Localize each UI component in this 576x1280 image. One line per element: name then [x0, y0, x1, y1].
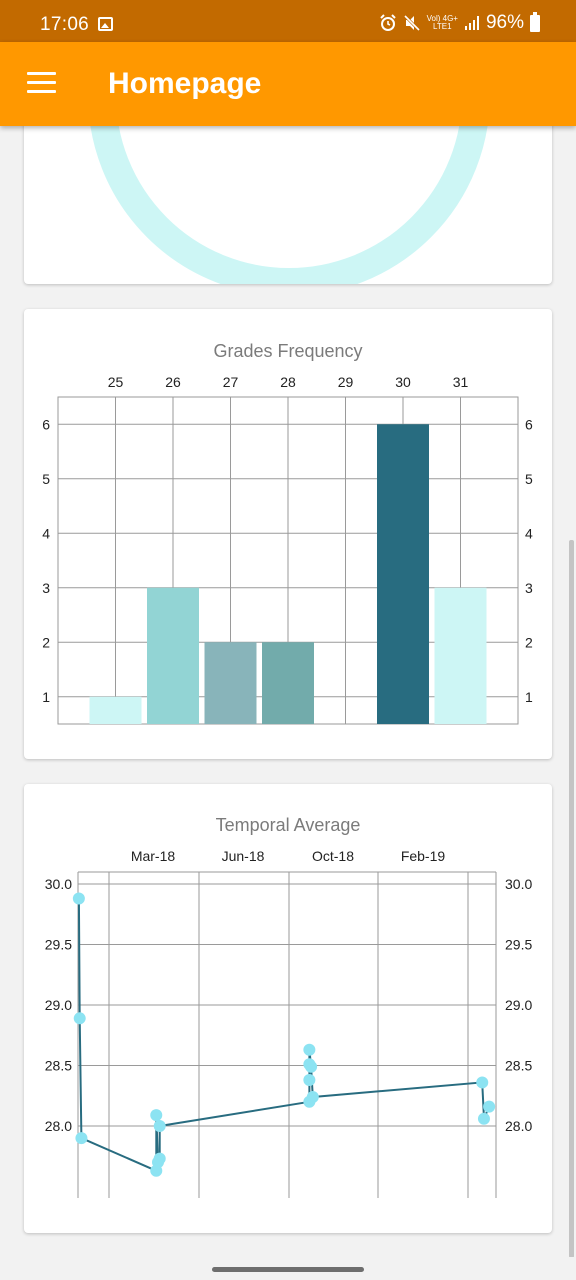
x-tick-label: 27	[223, 374, 239, 390]
data-point	[483, 1100, 496, 1113]
x-tick-label: Mar-18	[131, 848, 176, 864]
y-tick-label-left: 30.0	[45, 876, 72, 892]
x-tick-label: 25	[108, 374, 124, 390]
scrollbar[interactable]	[569, 540, 574, 1258]
data-point	[150, 1109, 163, 1122]
bar-30	[377, 424, 429, 724]
data-point	[303, 1074, 316, 1087]
home-gesture-pill[interactable]	[212, 1267, 364, 1272]
x-tick-label: 26	[165, 374, 181, 390]
series-line	[77, 898, 491, 1173]
network-bottom: LTE1	[433, 22, 452, 31]
data-point	[305, 1060, 318, 1073]
y-tick-label-right: 2	[525, 634, 533, 650]
chart-title: Temporal Average	[215, 815, 361, 835]
y-tick-label-left: 28.5	[45, 1058, 72, 1074]
page-title: Homepage	[108, 67, 262, 100]
app-bar: Homepage	[0, 42, 576, 126]
donut-chart-card	[24, 100, 552, 284]
data-point	[306, 1090, 319, 1103]
y-tick-label-left: 2	[42, 634, 50, 650]
bar-25	[89, 696, 142, 724]
signal-icon	[464, 16, 479, 30]
y-tick-label-right: 28.0	[505, 1118, 532, 1134]
y-tick-label-left: 28.0	[45, 1118, 72, 1134]
y-tick-label-left: 5	[42, 471, 50, 487]
mute-icon	[403, 14, 420, 32]
data-point	[153, 1120, 166, 1132]
y-tick-label-right: 4	[525, 525, 533, 541]
battery-icon	[530, 11, 540, 32]
x-tick-label: Feb-19	[401, 848, 446, 864]
data-point	[476, 1076, 489, 1089]
grades-frequency-card: Grades Frequency 25 26 27 28 29 30 31 1 1 2 2 3 3 4 4 5…	[24, 309, 552, 759]
y-tick-label-left: 29.0	[45, 997, 72, 1013]
y-tick-label-left: 4	[42, 525, 50, 541]
bar-27	[204, 642, 257, 724]
x-tick-label: 28	[280, 374, 296, 390]
donut-ring	[88, 100, 490, 284]
status-time: 17:06	[40, 14, 90, 35]
chart-title: Grades Frequency	[213, 341, 363, 361]
data-point	[72, 892, 85, 905]
photo-icon	[98, 17, 113, 31]
bar-chart: 25 26 27 28 29 30 31 1 1 2 2 3 3 4 4 5 5 6 6	[42, 374, 533, 725]
navigation-bar	[0, 1257, 576, 1280]
x-tick-label: 30	[395, 374, 411, 390]
y-tick-label-right: 30.0	[505, 876, 532, 892]
bar-31	[434, 587, 487, 724]
network-top: Vol) 4G+	[426, 14, 458, 23]
alarm-icon	[379, 14, 396, 31]
y-tick-label-left: 3	[42, 580, 50, 596]
data-point	[73, 1012, 86, 1025]
y-tick-label-right: 29.5	[505, 937, 532, 953]
line-chart: Mar-18 Jun-18 Oct-18 Feb-19 28.0 28.0 28.5 28.5…	[45, 848, 532, 1198]
status-bar: 17:06 Vol) 4G+ LTE1 96%	[0, 0, 576, 42]
battery-percent: 96%	[485, 12, 524, 33]
x-tick-label: 31	[453, 374, 469, 390]
network-label: Vol) 4G+ LTE1	[427, 15, 458, 31]
data-point	[153, 1152, 166, 1165]
y-tick-label-right: 6	[525, 416, 533, 432]
bar-28	[262, 642, 314, 724]
x-tick-label: Oct-18	[312, 848, 354, 864]
y-tick-label-left: 6	[42, 416, 50, 432]
x-tick-label: Jun-18	[222, 848, 265, 864]
y-tick-label-right: 5	[525, 471, 533, 487]
data-point	[75, 1132, 88, 1145]
data-point	[477, 1112, 490, 1125]
data-point	[303, 1043, 316, 1056]
status-icons: Vol) 4G+ LTE1 96%	[379, 11, 540, 34]
y-tick-label-left: 1	[42, 689, 50, 705]
temporal-average-card: Temporal Average Mar-18 Jun-18 Oct-18 Feb-1…	[24, 784, 552, 1233]
y-tick-label-right: 3	[525, 580, 533, 596]
y-tick-label-left: 29.5	[45, 937, 72, 953]
x-tick-label: 29	[338, 374, 354, 390]
y-tick-label-right: 1	[525, 689, 533, 705]
bar-26	[147, 587, 199, 724]
menu-icon[interactable]	[27, 72, 56, 93]
y-tick-label-right: 29.0	[505, 997, 532, 1013]
y-tick-label-right: 28.5	[505, 1058, 532, 1074]
